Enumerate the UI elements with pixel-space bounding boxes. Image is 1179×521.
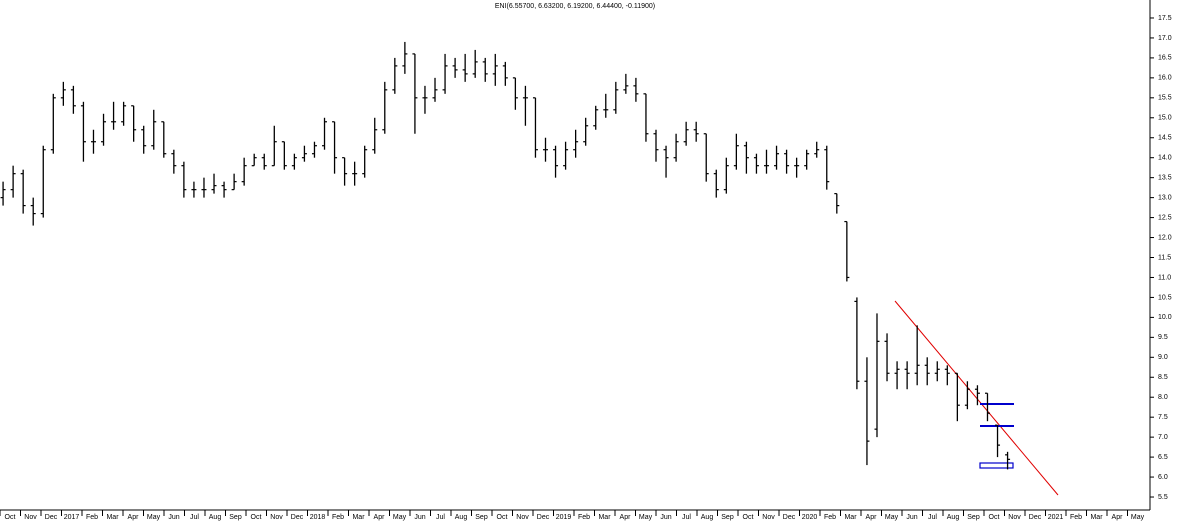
x-tick-label: 2017 [64,514,80,521]
x-tick-label: Feb [1070,514,1082,521]
x-tick-label: Oct [743,514,754,521]
y-tick-label: 13.5 [1158,175,1172,182]
x-tick-label: Jul [190,514,199,521]
x-tick-label: Feb [578,514,590,521]
x-tick-label: Jun [660,514,671,521]
x-tick-label: Sep [721,514,734,521]
y-tick-label: 8.0 [1158,394,1168,401]
y-tick-label: 14.0 [1158,155,1172,162]
y-tick-label: 11.5 [1158,254,1171,261]
x-tick-label: Dec [45,514,58,521]
x-tick-label: Dec [291,514,304,521]
x-tick-label: May [393,514,407,521]
y-tick-label: 8.5 [1158,374,1168,381]
y-tick-label: 6.0 [1158,474,1168,481]
x-tick-label: Mar [844,514,857,521]
x-tick-label: Oct [251,514,262,521]
x-tick-label: Jul [436,514,445,521]
x-tick-label: Nov [762,514,775,521]
x-tick-label: Mar [106,514,119,521]
x-tick-label: Aug [209,514,222,521]
y-tick-label: 13.0 [1158,194,1172,201]
x-tick-label: Nov [270,514,283,521]
y-tick-label: 15.0 [1158,115,1172,122]
x-tick-label: Dec [783,514,796,521]
x-tick-label: Feb [332,514,344,521]
y-tick-label: 7.5 [1158,414,1168,421]
x-tick-label: May [1131,514,1145,521]
x-tick-label: Sep [967,514,980,521]
y-tick-label: 17.0 [1158,35,1172,42]
x-tick-label: May [885,514,899,521]
x-tick-label: Mar [1090,514,1103,521]
y-tick-label: 15.5 [1158,95,1172,102]
x-tick-label: Nov [24,514,37,521]
x-tick-label: Jun [906,514,917,521]
y-tick-label: 6.5 [1158,454,1168,461]
x-tick-label: Mar [598,514,611,521]
y-tick-label: 9.0 [1158,354,1168,361]
x-tick-label: Apr [1112,514,1124,521]
x-tick-label: Nov [516,514,529,521]
level-box [979,462,1014,469]
x-tick-label: 2020 [802,514,818,521]
x-tick-label: Apr [866,514,878,521]
x-tick-label: Apr [128,514,140,521]
y-tick-label: 10.5 [1158,294,1172,301]
y-tick-label: 14.5 [1158,135,1172,142]
y-tick-label: 11.0 [1158,274,1171,281]
x-tick-label: Oct [989,514,1000,521]
y-tick-label: 12.5 [1158,214,1172,221]
y-tick-label: 12.0 [1158,234,1172,241]
chart-title: ENI(6.55700, 6.63200, 6.19200, 6.44400, … [495,3,655,10]
x-tick-label: Jul [928,514,937,521]
x-tick-label: Dec [537,514,550,521]
x-tick-label: Aug [947,514,960,521]
y-tick-label: 16.5 [1158,55,1172,62]
x-tick-label: Aug [455,514,468,521]
x-tick-label: Dec [1029,514,1042,521]
y-tick-label: 17.5 [1158,15,1172,22]
x-tick-label: Apr [620,514,632,521]
x-tick-label: Sep [475,514,488,521]
x-tick-label: Feb [86,514,98,521]
x-tick-label: Sep [229,514,242,521]
x-tick-label: May [147,514,161,521]
x-tick-label: Mar [352,514,365,521]
x-tick-label: Aug [701,514,714,521]
x-tick-label: Oct [5,514,16,521]
x-tick-label: 2019 [556,514,572,521]
y-tick-label: 10.0 [1158,314,1172,321]
x-tick-label: Jun [168,514,179,521]
y-tick-label: 9.5 [1158,334,1168,341]
x-tick-label: Jul [682,514,691,521]
x-tick-label: 2018 [310,514,326,521]
x-tick-label: Nov [1008,514,1021,521]
y-tick-label: 16.0 [1158,75,1172,82]
y-tick-label: 5.5 [1158,494,1168,501]
y-tick-label: 7.0 [1158,434,1168,441]
x-tick-label: Oct [497,514,508,521]
x-tick-label: Apr [374,514,386,521]
x-tick-label: 2021 [1048,514,1064,521]
x-tick-label: Jun [414,514,425,521]
x-tick-label: Feb [824,514,836,521]
trend-line [894,300,1059,496]
x-tick-label: May [639,514,653,521]
